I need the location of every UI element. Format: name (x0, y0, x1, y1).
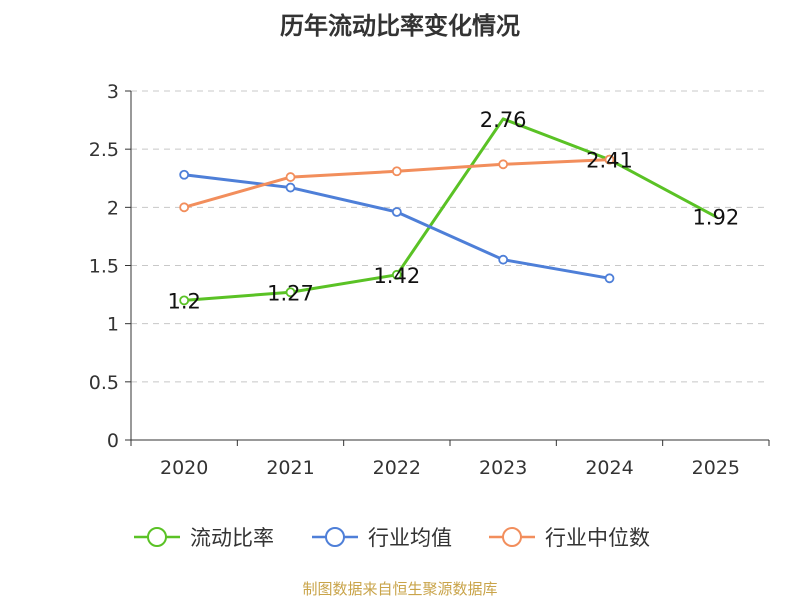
y-tick-label: 2.5 (89, 139, 119, 161)
data-point (179, 169, 190, 180)
chart-title: 历年流动比率变化情况 (280, 12, 520, 40)
legend: 流动比率 行业均值 行业中位数 (134, 526, 650, 550)
data-point (179, 202, 190, 213)
data-point (498, 254, 509, 265)
x-tick-label: 2023 (479, 457, 527, 479)
y-tick-label: 1 (107, 314, 119, 336)
y-tick-label: 3 (107, 81, 119, 103)
data-point (285, 287, 296, 298)
series-line-0 (182, 117, 718, 302)
data-point (604, 273, 615, 284)
data-label: 1.2 (167, 289, 200, 313)
x-tick-label: 2025 (692, 457, 740, 479)
data-point (604, 154, 615, 165)
series-lines (179, 117, 718, 306)
y-tick-label: 2 (107, 197, 119, 219)
x-tick-label: 2020 (160, 457, 208, 479)
legend-label: 流动比率 (190, 526, 274, 550)
data-label: 2.76 (480, 108, 527, 132)
axes: 0 0.5 1 1.5 2 2.5 3 2020 2021 2022 2023 2024 2025 (89, 81, 770, 479)
legend-marker (147, 527, 167, 547)
legend-marker (502, 527, 522, 547)
data-point (391, 207, 402, 217)
legend-label: 行业均值 (368, 526, 452, 550)
data-point (285, 172, 296, 182)
y-tick-label: 1.5 (89, 256, 119, 278)
data-label: 1.42 (373, 264, 420, 288)
y-tick-label: 0.5 (89, 372, 119, 394)
data-labels: 1.2 1.27 1.42 2.76 2.41 1.92 (167, 108, 739, 313)
legend-label: 行业中位数 (545, 526, 650, 550)
legend-marker (325, 527, 345, 547)
y-tick-label: 0 (107, 430, 119, 452)
data-label: 2.41 (586, 149, 633, 173)
data-point (391, 269, 402, 280)
legend-item-2[interactable]: 行业中位数 (489, 526, 650, 550)
source-note: 制图数据来自恒生聚源数据库 (302, 580, 498, 598)
x-tick-label: 2024 (585, 457, 633, 479)
data-point (179, 295, 190, 306)
legend-item-1[interactable]: 行业均值 (312, 526, 452, 550)
legend-item-0[interactable]: 流动比率 (134, 526, 274, 550)
x-tick-label: 2021 (266, 457, 314, 479)
data-point (391, 166, 402, 177)
data-label: 1.27 (267, 281, 314, 305)
grid-lines (131, 90, 769, 383)
data-label: 1.92 (692, 206, 739, 230)
data-point (285, 182, 296, 193)
x-tick-label: 2022 (373, 457, 421, 479)
data-point (498, 159, 509, 170)
